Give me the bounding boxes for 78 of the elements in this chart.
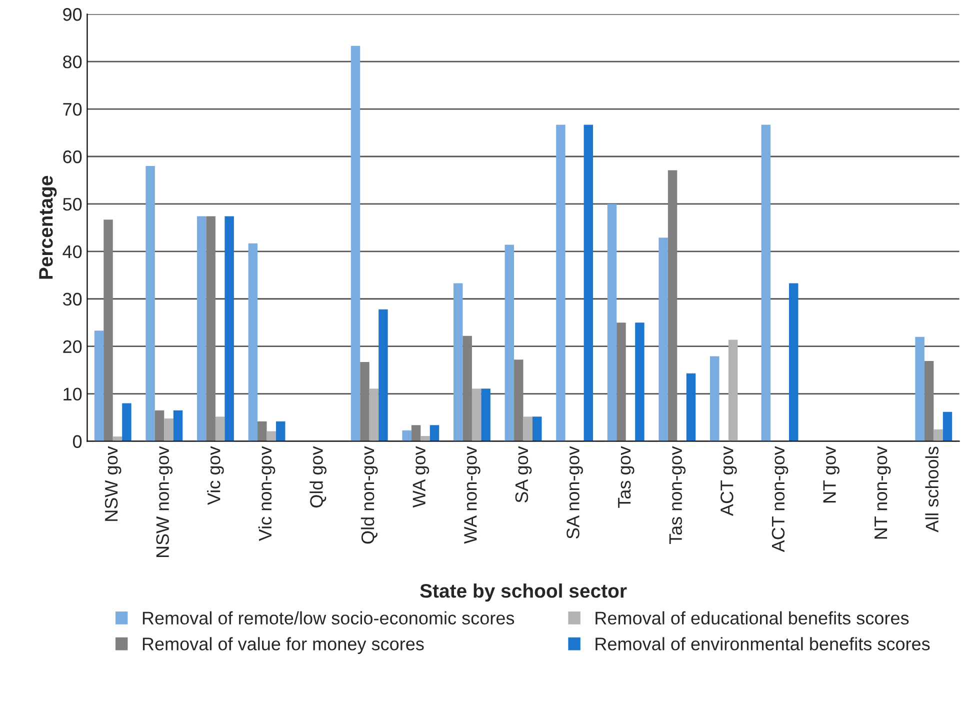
- bar: [472, 388, 482, 442]
- bar: [523, 416, 532, 442]
- x-tick-label: NT gov: [823, 446, 840, 503]
- y-tick-label: 30: [62, 292, 82, 306]
- bar: [514, 360, 524, 442]
- bar: [532, 416, 542, 442]
- bar: [616, 322, 626, 442]
- bar: [122, 403, 132, 442]
- bar: [276, 421, 286, 442]
- bar: [556, 124, 566, 442]
- bar: [94, 330, 104, 442]
- bar: [728, 340, 738, 442]
- bar: [360, 362, 370, 442]
- bar: [378, 309, 388, 442]
- y-tick-label: 80: [63, 56, 82, 68]
- bar: [350, 46, 360, 442]
- bar: [248, 243, 258, 442]
- bar: [481, 388, 490, 442]
- y-axis-title: Percentage: [39, 176, 57, 279]
- bar: [402, 430, 412, 442]
- bar: [788, 283, 798, 442]
- y-tick-label: 0: [73, 435, 82, 448]
- bar: [504, 244, 514, 442]
- bar: [369, 388, 379, 442]
- x-tick-label: Vic non-gov: [258, 446, 276, 542]
- bar: [146, 166, 155, 442]
- y-tick-label: 20: [63, 340, 82, 354]
- legend-label: Removal of educational benefits scores: [596, 611, 909, 625]
- bar: [915, 336, 924, 442]
- bar: [934, 429, 943, 442]
- bar: [196, 216, 206, 442]
- x-axis-title: State by school sector: [420, 583, 627, 602]
- bar: [224, 216, 234, 442]
- y-tick-label: 70: [63, 102, 82, 116]
- y-tick-label: 40: [62, 245, 82, 258]
- bar: [104, 220, 113, 442]
- bar: [658, 238, 668, 442]
- bar: [453, 283, 463, 442]
- y-tick-label: 60: [63, 150, 82, 164]
- bar: [607, 204, 617, 442]
- bar: [462, 336, 472, 442]
- bar: [411, 425, 421, 442]
- x-tick-label: Vic gov: [207, 446, 224, 505]
- x-tick-label: SA non-gov: [566, 446, 583, 539]
- bar: [173, 410, 183, 442]
- bar: [430, 425, 440, 442]
- x-tick-label: All schools: [925, 446, 939, 532]
- y-tick-label: 50: [62, 198, 82, 211]
- bar: [215, 416, 225, 442]
- y-tick-label: 10: [64, 388, 82, 401]
- x-tick-label: Tas gov: [618, 446, 634, 508]
- bar: [258, 421, 267, 442]
- bar: [761, 124, 771, 442]
- x-tick-label: Qld gov: [310, 446, 326, 508]
- bar: [206, 216, 216, 442]
- x-tick-label: NSW non-gov: [156, 446, 173, 558]
- x-tick-label: NSW gov: [104, 446, 122, 521]
- bar: [924, 361, 934, 442]
- bar: [686, 373, 696, 442]
- bar: [668, 170, 678, 442]
- legend-label: Removal of value for money scores: [142, 637, 424, 654]
- x-tick-label: WA non-gov: [464, 446, 480, 544]
- legend-label: Removal of environmental benefits scores: [596, 637, 930, 650]
- y-tick-label: 90: [63, 8, 82, 21]
- x-tick-label: ACT gov: [720, 446, 737, 516]
- x-tick-label: WA gov: [412, 446, 430, 508]
- bar: [710, 356, 720, 442]
- x-tick-label: NT non-gov: [874, 446, 891, 539]
- bar: [164, 418, 174, 442]
- bar: [154, 410, 164, 442]
- x-tick-label: Tas non-gov: [669, 446, 686, 544]
- bar: [942, 412, 952, 442]
- x-tick-label: SA gov: [515, 446, 532, 503]
- x-tick-label: ACT non-gov: [772, 446, 788, 552]
- bar: [584, 124, 594, 442]
- bar: [635, 322, 644, 442]
- legend-label: Removal of remote/low socio-economic scores: [142, 611, 514, 625]
- x-tick-label: Qld non-gov: [360, 446, 378, 544]
